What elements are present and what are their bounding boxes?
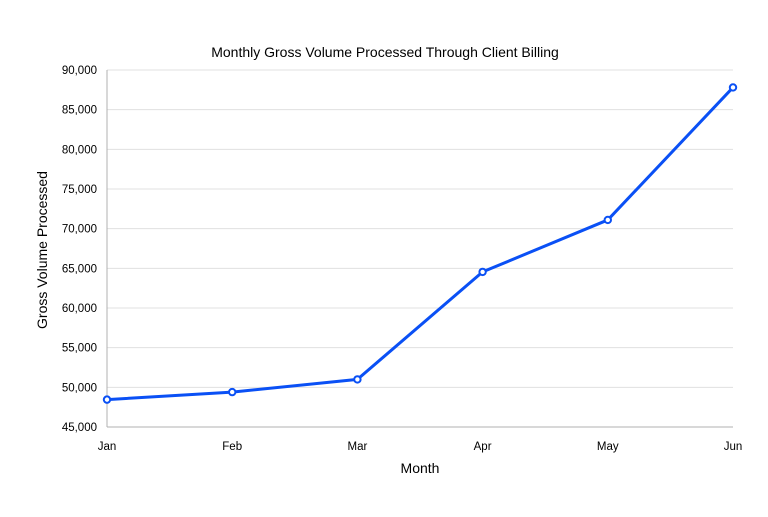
y-tick-label: 75,000	[62, 184, 97, 196]
y-tick-label: 55,000	[62, 343, 97, 355]
y-tick-label: 90,000	[62, 65, 97, 77]
data-point-mar	[353, 375, 362, 384]
grid-lines	[107, 69, 733, 388]
y-tick-label: 80,000	[62, 144, 97, 156]
y-axis-label: Gross Volume Processed	[34, 171, 50, 329]
x-tick-label: Jun	[724, 441, 743, 453]
x-tick-label: May	[597, 441, 619, 453]
x-tick-label: Jan	[98, 441, 117, 453]
y-tick-label: 70,000	[62, 224, 97, 236]
x-tick-label: Apr	[474, 441, 492, 453]
data-point-jun	[728, 83, 738, 92]
x-axis-ticks: Jan Feb Mar Apr May Jun	[98, 441, 743, 453]
x-tick-label: Mar	[347, 441, 367, 453]
y-tick-label: 50,000	[62, 382, 97, 394]
data-point-feb	[228, 387, 237, 397]
y-tick-label: 60,000	[62, 303, 97, 315]
data-point-apr	[478, 267, 487, 277]
y-tick-label: 65,000	[62, 263, 97, 275]
x-axis-label: Month	[401, 460, 440, 476]
y-tick-label: 45,000	[62, 422, 97, 434]
y-axis-ticks: 45,000 50,000 55,000 60,000 65,000 70,000 75,0…	[62, 65, 97, 434]
data-point-jan	[102, 395, 112, 404]
chart-title: Monthly Gross Volume Processed Through C…	[211, 44, 559, 60]
series-line	[106, 86, 735, 402]
data-point-may	[603, 215, 612, 225]
x-tick-label: Feb	[222, 441, 242, 453]
y-tick-label: 85,000	[62, 105, 97, 117]
series-layer	[102, 83, 738, 404]
